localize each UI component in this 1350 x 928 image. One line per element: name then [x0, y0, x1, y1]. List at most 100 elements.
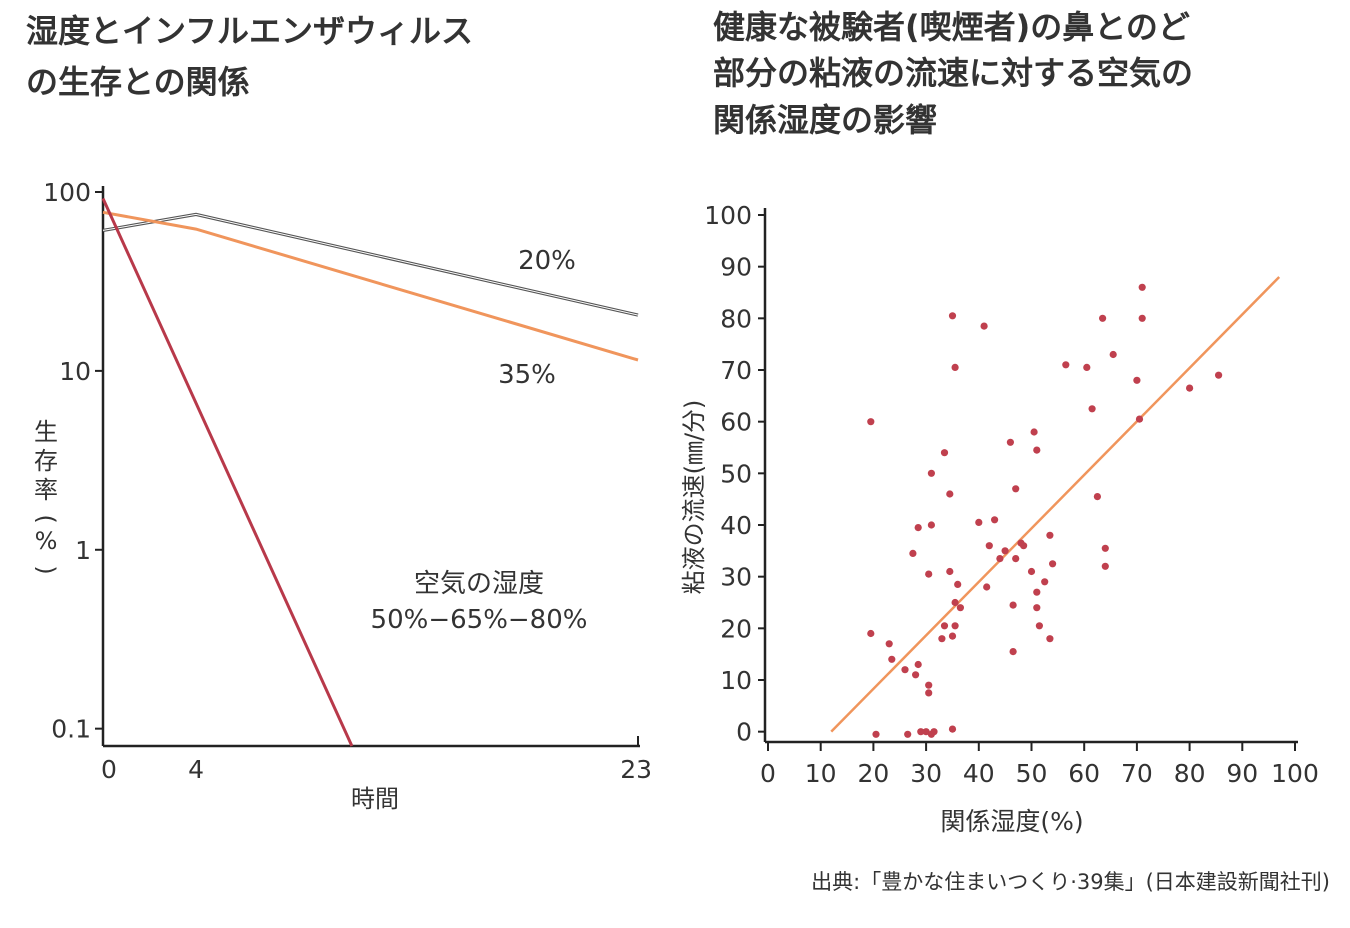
right-x-tick-label: 30: [910, 759, 942, 788]
scatter-point: [1186, 384, 1194, 392]
scatter-point: [951, 622, 959, 630]
scatter-point: [914, 660, 922, 669]
scatter-point: [985, 542, 993, 550]
right-x-tick-label: 70: [1121, 759, 1153, 788]
scatter-point: [1033, 446, 1041, 454]
scatter-point: [867, 629, 875, 638]
left-x-tick-labels: 0 4 23: [101, 755, 652, 784]
right-x-ticks: 0 10 20 30 40 50 60 70 80 90 100: [760, 742, 1319, 788]
scatter-point: [885, 640, 893, 648]
scatter-point: [1135, 415, 1144, 423]
scatter-point: [1101, 562, 1109, 570]
left-y-tick-label: 10: [59, 357, 91, 386]
scatter-point: [1009, 601, 1017, 609]
left-x-tick-label: 0: [101, 755, 117, 784]
scatter-point: [1062, 361, 1070, 369]
scatter-point: [912, 671, 920, 679]
scatter-point: [1083, 363, 1091, 371]
annotation-humidity-title: 空気の湿度: [414, 569, 544, 599]
right-x-tick-label: 80: [1174, 759, 1206, 788]
scatter-point: [1001, 547, 1009, 555]
trend-line: [830, 276, 1281, 733]
scatter-point: [1041, 578, 1049, 586]
scatter-point: [1093, 493, 1101, 501]
scatter-point: [1133, 376, 1141, 384]
scatter-point: [954, 580, 962, 589]
scatter-point: [930, 728, 938, 736]
right-y-tick-label: 10: [720, 666, 752, 695]
right-y-tick-label: 80: [720, 304, 752, 333]
right-chart-title-line-2: 部分の粘液の流速に対する空気の: [713, 54, 1193, 92]
right-y-tick-label: 30: [720, 563, 752, 592]
right-x-tick-label: 40: [963, 759, 995, 788]
annotation-35pct: 35%: [498, 360, 556, 390]
left-x-tick-label: 23: [620, 755, 652, 784]
right-y-tick-label: 100: [704, 201, 752, 230]
scatter-point: [1012, 485, 1020, 493]
scatter-point: [925, 570, 933, 578]
scatter-point: [946, 490, 954, 498]
right-x-tick-label: 90: [1226, 759, 1258, 788]
scatter-point: [946, 567, 954, 576]
scatter-point: [1009, 648, 1017, 656]
scatter-point: [996, 555, 1004, 563]
source-note: 出典:「豊かな住まいつくり·39集」(日本建設新聞社刊): [811, 870, 1330, 894]
left-series-lines: [101, 197, 639, 747]
right-x-axis-label: 関係湿度(%): [940, 807, 1083, 836]
left-y-label-char: 率: [34, 476, 58, 504]
right-chart-title-line-3: 関係湿度の影響: [713, 101, 937, 139]
right-y-tick-label: 60: [720, 408, 752, 437]
right-x-tick-label: 100: [1271, 759, 1319, 788]
left-y-label-char: ): [32, 565, 60, 574]
scatter-point: [1012, 555, 1020, 563]
scatter-point: [917, 728, 925, 736]
scatter-point: [867, 418, 875, 426]
scatter-point: [927, 521, 936, 529]
right-y-tick-label: 70: [720, 356, 752, 385]
scatter-point: [1215, 371, 1223, 379]
right-y-axis-label: 粘液の流速(㎜/分): [680, 400, 708, 595]
right-x-tick-label: 0: [760, 759, 776, 788]
scatter-point: [1006, 438, 1015, 446]
scatter-point: [1033, 588, 1041, 596]
scatter-point: [1088, 405, 1096, 413]
scatter-point: [991, 516, 999, 524]
left-x-tick-label: 4: [188, 755, 204, 784]
right-x-tick-label: 10: [805, 759, 837, 788]
scatter-point: [948, 312, 957, 320]
scatter-point: [925, 681, 933, 689]
scatter-point: [956, 604, 965, 612]
left-y-label-char: 存: [34, 447, 58, 475]
scatter-point: [1030, 428, 1038, 436]
scatter-point: [951, 363, 959, 371]
annotation-20pct: 20%: [518, 246, 576, 276]
scatter-point: [1101, 544, 1109, 552]
scatter-point: [1138, 314, 1146, 322]
series-line-50-65-80pct: [101, 197, 354, 747]
right-y-ticks: 0 10 20 30 40 50 60 70 80 90 100: [704, 201, 765, 747]
left-y-tick-label: 1: [75, 536, 91, 565]
annotation-humidity-values: 50%−65%−80%: [371, 605, 588, 635]
left-y-tick-label: 0.1: [51, 715, 91, 744]
scatter-point: [1027, 567, 1036, 576]
series-line-20pct-inner: [102, 213, 639, 316]
series-line-35pct: [102, 210, 639, 362]
right-trend-line: [830, 276, 1281, 733]
scatter-point: [951, 598, 959, 607]
scatter-point: [1109, 350, 1117, 359]
scatter-point: [938, 635, 946, 643]
scatter-point: [914, 524, 922, 532]
left-y-label-char: %: [35, 527, 58, 555]
scatter-point: [975, 518, 983, 527]
scatter-point: [948, 632, 957, 640]
right-y-tick-label: 0: [736, 718, 752, 747]
scatter-point: [888, 655, 896, 663]
scatter-point: [901, 666, 909, 674]
right-scatter-points: [867, 283, 1223, 738]
scatter-point: [940, 449, 949, 457]
scatter-point: [983, 583, 991, 591]
scatter-point: [1049, 560, 1057, 568]
left-y-tick-label: 100: [43, 178, 91, 207]
scatter-point: [940, 622, 949, 630]
